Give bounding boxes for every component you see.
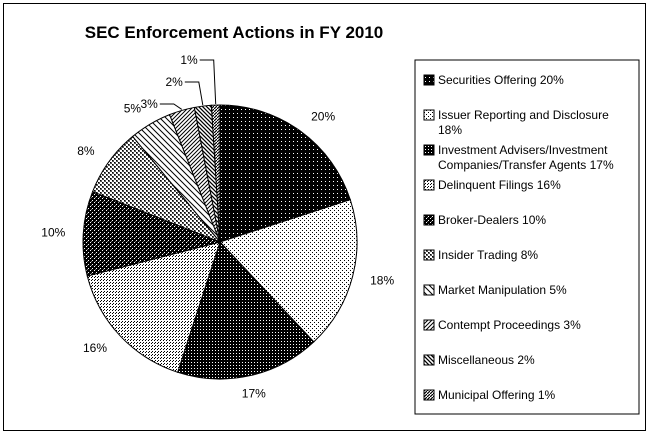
pie-slice	[82, 190, 222, 277]
pie-slice	[210, 104, 221, 243]
legend-entry: Investment Advisers/Investment Companies/…	[438, 143, 614, 172]
legend: Securities Offering 20% Issuer Reporting …	[423, 73, 614, 402]
legend-entry: Securities Offering 20%	[438, 73, 564, 87]
leader-line	[199, 59, 217, 105]
slice-label: 5%	[124, 102, 142, 116]
legend-box	[414, 59, 640, 415]
slice-label: 16%	[83, 341, 107, 355]
legend-swatch	[423, 144, 435, 156]
pie-slice	[219, 199, 358, 343]
legend-entry: Contempt Proceedings 3%	[438, 318, 581, 332]
pie-chart: SEC Enforcement Actions in FY 2010 20% 18…	[41, 23, 640, 415]
leader-line	[159, 103, 183, 110]
pie-slice	[177, 241, 315, 380]
pie-slice	[219, 104, 351, 243]
slice-label: 1%	[180, 53, 198, 67]
legend-swatch	[423, 109, 435, 121]
legend-entry: Broker-Dealers 10%	[438, 213, 546, 227]
slice-labels: 20% 18% 17% 16% 10% 8% 5% 3% 2% 1%	[41, 53, 394, 400]
legend-swatch	[423, 179, 435, 191]
legend-swatch	[423, 389, 435, 401]
leader-lines	[159, 59, 217, 110]
chart-frame: SEC Enforcement Actions in FY 2010 20% 18…	[3, 3, 646, 431]
slice-label: 2%	[165, 75, 183, 89]
slice-label: 17%	[242, 386, 266, 400]
legend-swatch	[423, 74, 435, 86]
slice-label: 10%	[41, 225, 65, 239]
legend-swatch	[423, 249, 435, 261]
legend-entry: Issuer Reporting and Disclosure 18%	[438, 108, 609, 137]
legend-swatch	[423, 284, 435, 296]
pie-slice	[86, 241, 221, 373]
legend-entry: Insider Trading 8%	[438, 248, 538, 262]
slice-label: 8%	[77, 144, 95, 158]
legend-entry: Delinquent Filings 16%	[438, 178, 561, 192]
legend-swatch	[423, 319, 435, 331]
chart-title: SEC Enforcement Actions in FY 2010	[85, 23, 384, 42]
slice-label: 20%	[311, 110, 335, 124]
legend-swatch	[423, 354, 435, 366]
pie-slices	[82, 104, 358, 380]
legend-entry: Market Manipulation 5%	[438, 283, 567, 297]
legend-swatch	[423, 214, 435, 226]
slice-label: 18%	[370, 274, 394, 288]
legend-entry: Municipal Offering 1%	[438, 388, 556, 402]
leader-line	[184, 81, 204, 106]
slice-label: 3%	[140, 97, 158, 111]
legend-entry: Miscellaneous 2%	[438, 353, 535, 367]
